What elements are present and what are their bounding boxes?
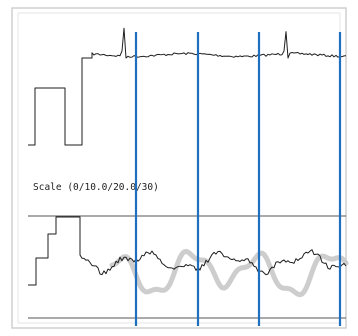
markers-layer	[134, 32, 342, 326]
frame-inner	[17, 12, 341, 324]
traces-layer	[28, 27, 349, 298]
frame-outer	[11, 7, 347, 329]
upper-ecg-trace	[28, 27, 347, 146]
overlay-wave	[109, 248, 349, 298]
scale-annotation: Scale (0/10.0/20.0/30)	[33, 182, 159, 193]
lower-ecg-trace	[28, 216, 347, 286]
